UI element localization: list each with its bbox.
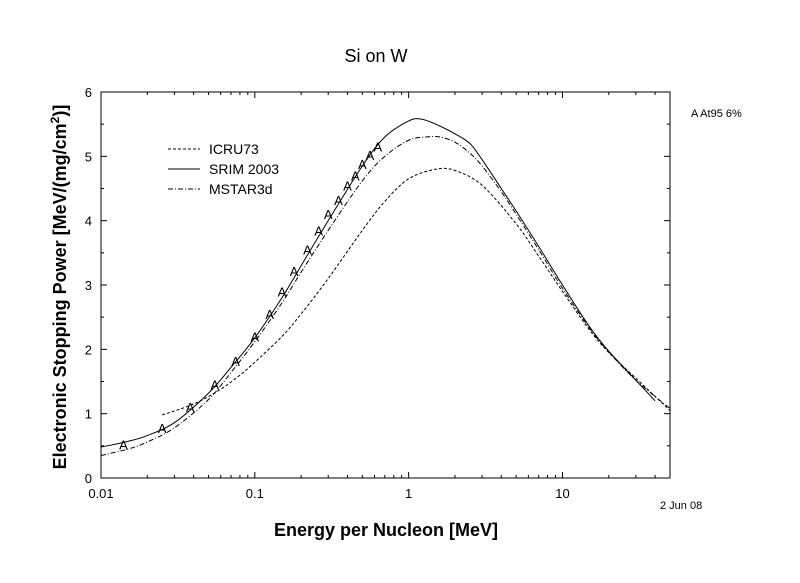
tick-labels: 0 1 2 3 4 5 6 0.01 0.1 1 10 bbox=[85, 85, 570, 501]
series-curves bbox=[100, 118, 671, 456]
data-point: A bbox=[158, 421, 167, 436]
legend: ICRU73 SRIM 2003 MSTAR3d bbox=[168, 141, 279, 197]
x-tick-label: 10 bbox=[555, 486, 569, 501]
data-point: A bbox=[358, 157, 367, 172]
plot-border bbox=[100, 91, 671, 479]
x-tick-label: 1 bbox=[405, 486, 412, 501]
x-tick-label: 0.01 bbox=[88, 486, 113, 501]
data-point: A bbox=[324, 207, 333, 222]
axis-ticks bbox=[100, 91, 671, 479]
x-axis-title: Energy per Nucleon [MeV] bbox=[274, 520, 498, 540]
data-point: A bbox=[366, 148, 375, 163]
data-point: A bbox=[278, 284, 287, 299]
y-axis-title: Electronic Stopping Power [MeV/(mg/cm2)] bbox=[48, 105, 70, 470]
plot-frame bbox=[100, 91, 671, 479]
series-line-srim-2003 bbox=[100, 118, 656, 448]
y-tick-label: 1 bbox=[85, 407, 92, 422]
data-point: A bbox=[186, 400, 195, 415]
y-tick-label: 3 bbox=[85, 278, 92, 293]
x-tick-label: 0.1 bbox=[246, 486, 264, 501]
date-note: 2 Jun 08 bbox=[660, 500, 702, 512]
series-line-mstar3d bbox=[100, 136, 671, 456]
series-line-icru73 bbox=[162, 167, 671, 416]
legend-label-icru73: ICRU73 bbox=[209, 141, 259, 157]
data-point: A bbox=[351, 169, 360, 184]
data-point: A bbox=[314, 223, 323, 238]
y-tick-label: 4 bbox=[85, 214, 92, 229]
data-point: A bbox=[250, 329, 259, 344]
y-tick-label: 6 bbox=[85, 85, 92, 100]
y-axis-title-main: Electronic Stopping Power [MeV/(mg/cm bbox=[50, 123, 70, 469]
legend-label-srim: SRIM 2003 bbox=[209, 161, 279, 177]
chart-title: Si on W bbox=[344, 46, 407, 66]
data-point: A bbox=[334, 193, 343, 208]
y-axis-title-end: )] bbox=[50, 105, 70, 117]
y-axis-title-sup: 2 bbox=[48, 116, 62, 123]
data-point: A bbox=[290, 264, 299, 279]
data-point: A bbox=[265, 307, 274, 322]
y-tick-label: 5 bbox=[85, 149, 92, 164]
data-point: A bbox=[303, 243, 312, 258]
data-point: A bbox=[343, 178, 352, 193]
data-point: A bbox=[373, 140, 382, 155]
data-point: A bbox=[119, 438, 128, 453]
legend-label-mstar: MSTAR3d bbox=[209, 181, 273, 197]
y-tick-label: 0 bbox=[85, 471, 92, 486]
dataset-note: A At95 6% bbox=[691, 108, 742, 120]
data-point: A bbox=[211, 378, 220, 393]
y-tick-label: 2 bbox=[85, 342, 92, 357]
data-point: A bbox=[231, 354, 240, 369]
